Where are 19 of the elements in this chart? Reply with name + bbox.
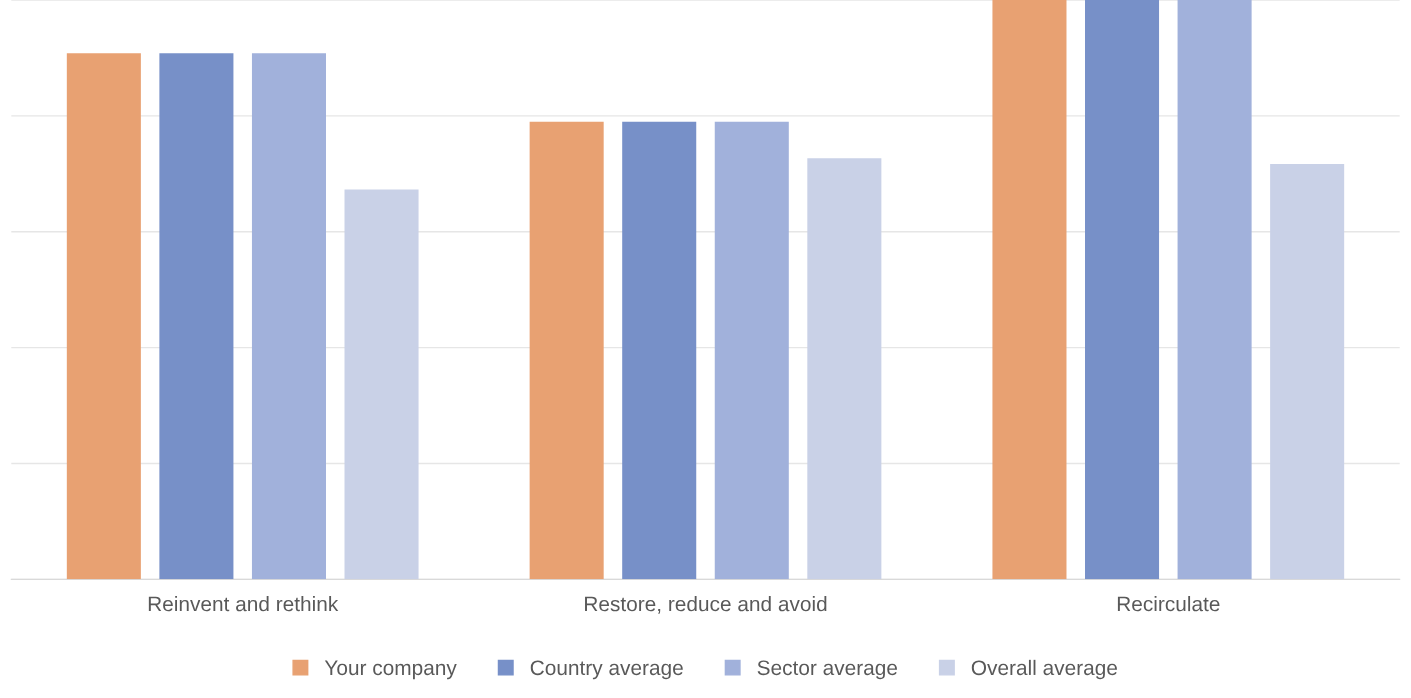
bar bbox=[66, 53, 141, 580]
x-tick-label: Recirculate bbox=[1117, 596, 1220, 612]
bar bbox=[1270, 163, 1345, 580]
bar bbox=[714, 121, 789, 580]
bar bbox=[251, 53, 326, 580]
legend-label: Your company bbox=[324, 660, 457, 680]
x-tick-label: Reinvent and rethink bbox=[148, 596, 339, 612]
bar bbox=[622, 121, 697, 580]
bar bbox=[807, 158, 882, 580]
x-tick-label: Restore, reduce and avoid bbox=[585, 596, 827, 614]
bar bbox=[992, 0, 1067, 580]
bar bbox=[159, 53, 234, 580]
bar bbox=[344, 189, 419, 580]
legend-label: Sector average bbox=[757, 660, 897, 680]
bar bbox=[1085, 0, 1160, 580]
bar bbox=[529, 121, 604, 580]
legend-label: Overall average bbox=[971, 659, 1117, 680]
bar bbox=[1177, 0, 1252, 580]
legend-label: Country average bbox=[530, 660, 683, 680]
